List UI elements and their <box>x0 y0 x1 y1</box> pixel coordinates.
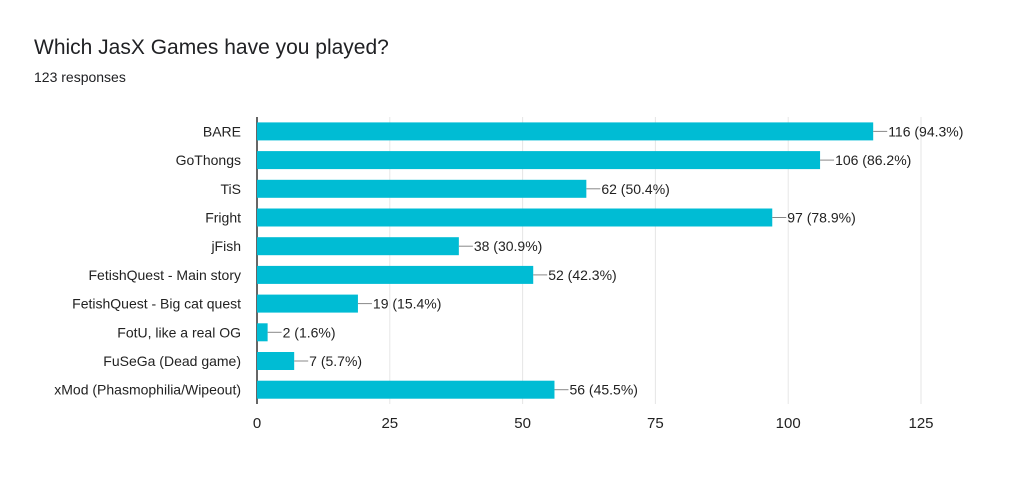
category-label: FuSeGa (Dead game) <box>103 353 241 369</box>
x-tick-label: 0 <box>253 415 261 432</box>
x-tick-label: 75 <box>647 415 664 432</box>
bar <box>257 151 821 170</box>
category-label: TiS <box>221 181 241 197</box>
chart-title: Which JasX Games have you played? <box>34 36 389 59</box>
data-label: 97 (78.9%) <box>787 210 855 226</box>
bar <box>257 352 295 370</box>
category-label: GoThongs <box>176 152 241 168</box>
category-label: Fright <box>205 210 241 226</box>
x-tick-label: 100 <box>776 415 801 432</box>
bar <box>257 380 555 399</box>
category-label: xMod (Phasmophilia/Wipeout) <box>54 382 241 398</box>
bar <box>257 323 268 342</box>
data-label: 116 (94.3%) <box>888 123 963 139</box>
data-label: 7 (5.7%) <box>309 353 362 369</box>
data-label: 19 (15.4%) <box>373 296 441 312</box>
bar <box>257 122 874 141</box>
data-label: 38 (30.9%) <box>474 238 542 254</box>
bar <box>257 179 587 198</box>
response-count: 123 responses <box>34 69 126 85</box>
bar <box>257 294 358 313</box>
data-label: 2 (1.6%) <box>283 324 336 340</box>
category-label: FetishQuest - Main story <box>89 267 242 283</box>
data-label: 56 (45.5%) <box>569 382 637 398</box>
bar <box>257 265 534 284</box>
data-label: 106 (86.2%) <box>835 152 911 168</box>
bar <box>257 237 459 256</box>
data-label: 52 (42.3%) <box>548 267 616 283</box>
category-label: FetishQuest - Big cat quest <box>72 296 241 312</box>
category-label: jFish <box>210 238 241 254</box>
x-tick-label: 125 <box>908 415 933 432</box>
x-tick-label: 50 <box>514 415 531 432</box>
bar <box>257 208 773 227</box>
x-tick-label: 25 <box>381 415 398 432</box>
data-label: 62 (50.4%) <box>601 181 669 197</box>
category-label: FotU, like a real OG <box>117 324 241 340</box>
category-label: BARE <box>203 123 241 139</box>
